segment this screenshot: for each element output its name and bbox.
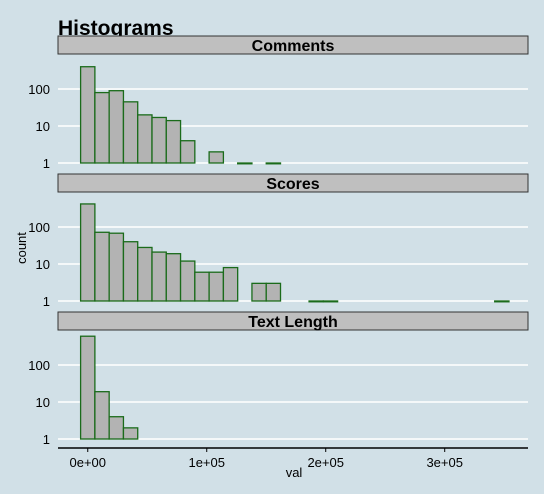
panel-strip-label: Scores bbox=[266, 176, 319, 193]
panel-strip-label: Text Length bbox=[248, 314, 337, 331]
panel-strip bbox=[57, 35, 529, 55]
x-tick-label: 2e+05 bbox=[307, 455, 344, 470]
facet-panels: Comments 1 10 100 Scores 1 10 100 Text Length 1 10… bbox=[28, 35, 529, 447]
panel-strip bbox=[57, 311, 529, 331]
histogram-bar bbox=[151, 116, 167, 164]
x-tick-label: 3e+05 bbox=[426, 455, 463, 470]
chart-title: Histograms bbox=[58, 17, 174, 40]
histogram-bar bbox=[108, 232, 125, 302]
histogram-bar bbox=[308, 300, 324, 303]
x-axis: 0e+00 1e+05 2e+05 3e+05 bbox=[58, 447, 528, 470]
histogram-bar bbox=[137, 246, 153, 302]
y-tick-label: 1 bbox=[43, 156, 50, 171]
histogram-bar bbox=[79, 203, 96, 302]
histogram-bar bbox=[208, 151, 225, 164]
histogram-bar bbox=[94, 231, 110, 302]
histogram-bar bbox=[179, 260, 196, 302]
histogram-bar bbox=[79, 66, 96, 164]
histogram-bar bbox=[194, 271, 210, 302]
histogram-bar bbox=[237, 162, 253, 165]
x-axis-title: val bbox=[286, 465, 303, 480]
y-tick-label: 1 bbox=[43, 432, 50, 447]
histogram-bar bbox=[165, 253, 182, 302]
histogram-bar bbox=[222, 266, 239, 302]
y-tick-label: 100 bbox=[28, 82, 50, 97]
y-tick-label: 100 bbox=[28, 220, 50, 235]
y-axis-title: count bbox=[14, 232, 29, 264]
histogram-bar bbox=[94, 91, 110, 164]
x-tick-label: 0e+00 bbox=[69, 455, 106, 470]
histogram-bar bbox=[122, 427, 139, 440]
histogram-bar bbox=[265, 282, 282, 302]
histogram-bar bbox=[108, 416, 125, 440]
histogram-bar bbox=[94, 391, 110, 440]
histogram-bar bbox=[251, 282, 267, 302]
histogram-bar bbox=[108, 90, 125, 164]
y-tick-label: 10 bbox=[36, 119, 50, 134]
panel-scores: Scores 1 10 100 bbox=[28, 173, 529, 309]
histogram-bar bbox=[179, 140, 196, 164]
histogram-bar bbox=[265, 162, 282, 165]
panel-text-length: Text Length 1 10 100 bbox=[28, 311, 529, 447]
histogram-bar bbox=[122, 241, 139, 302]
y-tick-label: 100 bbox=[28, 358, 50, 373]
histogram-bar bbox=[137, 114, 153, 164]
panel-strip bbox=[57, 173, 529, 193]
panel-strip-label: Comments bbox=[252, 38, 335, 55]
y-tick-label: 10 bbox=[36, 395, 50, 410]
histogram-bar bbox=[79, 335, 96, 440]
histogram-bar bbox=[208, 271, 225, 302]
y-tick-label: 1 bbox=[43, 294, 50, 309]
histogram-bar bbox=[122, 101, 139, 164]
y-tick-label: 10 bbox=[36, 257, 50, 272]
histogram-bar bbox=[494, 300, 510, 303]
histogram-bar bbox=[165, 119, 182, 164]
panel-comments: Comments 1 10 100 bbox=[28, 35, 529, 171]
x-tick-label: 1e+05 bbox=[188, 455, 225, 470]
histogram-bar bbox=[151, 251, 167, 302]
histogram-bar bbox=[322, 300, 339, 303]
